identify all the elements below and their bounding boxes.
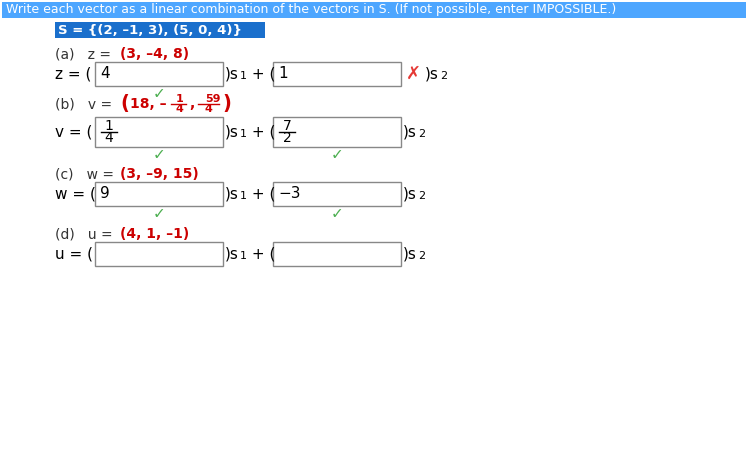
Text: 4: 4 (176, 104, 184, 114)
Text: (a)   z =: (a) z = (55, 47, 115, 61)
FancyBboxPatch shape (2, 2, 746, 18)
Text: ,: , (189, 97, 194, 111)
Text: 1: 1 (240, 191, 247, 201)
Text: )s: )s (403, 247, 417, 261)
Text: 59: 59 (205, 94, 221, 104)
Text: ✓: ✓ (153, 147, 165, 163)
Text: ✓: ✓ (153, 86, 165, 102)
FancyBboxPatch shape (273, 242, 401, 266)
Text: ✗: ✗ (405, 65, 420, 83)
Text: 4: 4 (205, 104, 213, 114)
Text: 2: 2 (418, 251, 425, 261)
Text: 2: 2 (283, 131, 292, 145)
Text: 1: 1 (105, 119, 114, 133)
Text: + (: + ( (247, 67, 275, 81)
Text: )s: )s (225, 124, 239, 140)
Text: (d)   u =: (d) u = (55, 227, 117, 241)
Text: 1: 1 (240, 129, 247, 139)
Text: + (: + ( (247, 187, 275, 201)
Text: z = (: z = ( (55, 67, 91, 81)
Text: )s: )s (225, 67, 239, 81)
Text: 9: 9 (100, 187, 110, 201)
Text: (3, –4, 8): (3, –4, 8) (120, 47, 189, 61)
Text: ✓: ✓ (331, 147, 343, 163)
Text: 1: 1 (176, 94, 184, 104)
FancyBboxPatch shape (273, 182, 401, 206)
FancyBboxPatch shape (55, 22, 265, 38)
Text: u = (: u = ( (55, 247, 93, 261)
Text: 1: 1 (240, 71, 247, 81)
Text: S = {(2, –1, 3), (5, 0, 4)}: S = {(2, –1, 3), (5, 0, 4)} (58, 24, 242, 36)
Text: Write each vector as a linear combination of the vectors in S. (If not possible,: Write each vector as a linear combinatio… (6, 4, 616, 17)
Text: 2: 2 (418, 129, 425, 139)
Text: ✓: ✓ (331, 207, 343, 221)
Text: (c)   w =: (c) w = (55, 167, 118, 181)
Text: w = (: w = ( (55, 187, 96, 201)
Text: )s: )s (225, 247, 239, 261)
Text: ✓: ✓ (153, 207, 165, 221)
Text: )s: )s (425, 67, 439, 81)
Text: ): ) (222, 95, 231, 114)
Text: + (: + ( (247, 124, 275, 140)
Text: + (: + ( (247, 247, 275, 261)
FancyBboxPatch shape (273, 62, 401, 86)
Text: −3: −3 (278, 187, 301, 201)
Text: 7: 7 (283, 119, 292, 133)
Text: v = (: v = ( (55, 124, 92, 140)
FancyBboxPatch shape (95, 182, 223, 206)
Text: 1: 1 (240, 251, 247, 261)
Text: 4: 4 (100, 67, 110, 81)
Text: 2: 2 (418, 191, 425, 201)
Text: 18, –: 18, – (130, 97, 167, 111)
Text: 2: 2 (440, 71, 447, 81)
Text: (4, 1, –1): (4, 1, –1) (120, 227, 189, 241)
FancyBboxPatch shape (273, 117, 401, 147)
Text: (: ( (120, 95, 129, 114)
FancyBboxPatch shape (95, 62, 223, 86)
Text: )s: )s (403, 187, 417, 201)
FancyBboxPatch shape (95, 117, 223, 147)
Text: 4: 4 (105, 131, 114, 145)
Text: (3, –9, 15): (3, –9, 15) (120, 167, 199, 181)
Text: )s: )s (225, 187, 239, 201)
Text: 1: 1 (278, 67, 288, 81)
Text: (b)   v =: (b) v = (55, 97, 117, 111)
FancyBboxPatch shape (95, 242, 223, 266)
Text: )s: )s (403, 124, 417, 140)
